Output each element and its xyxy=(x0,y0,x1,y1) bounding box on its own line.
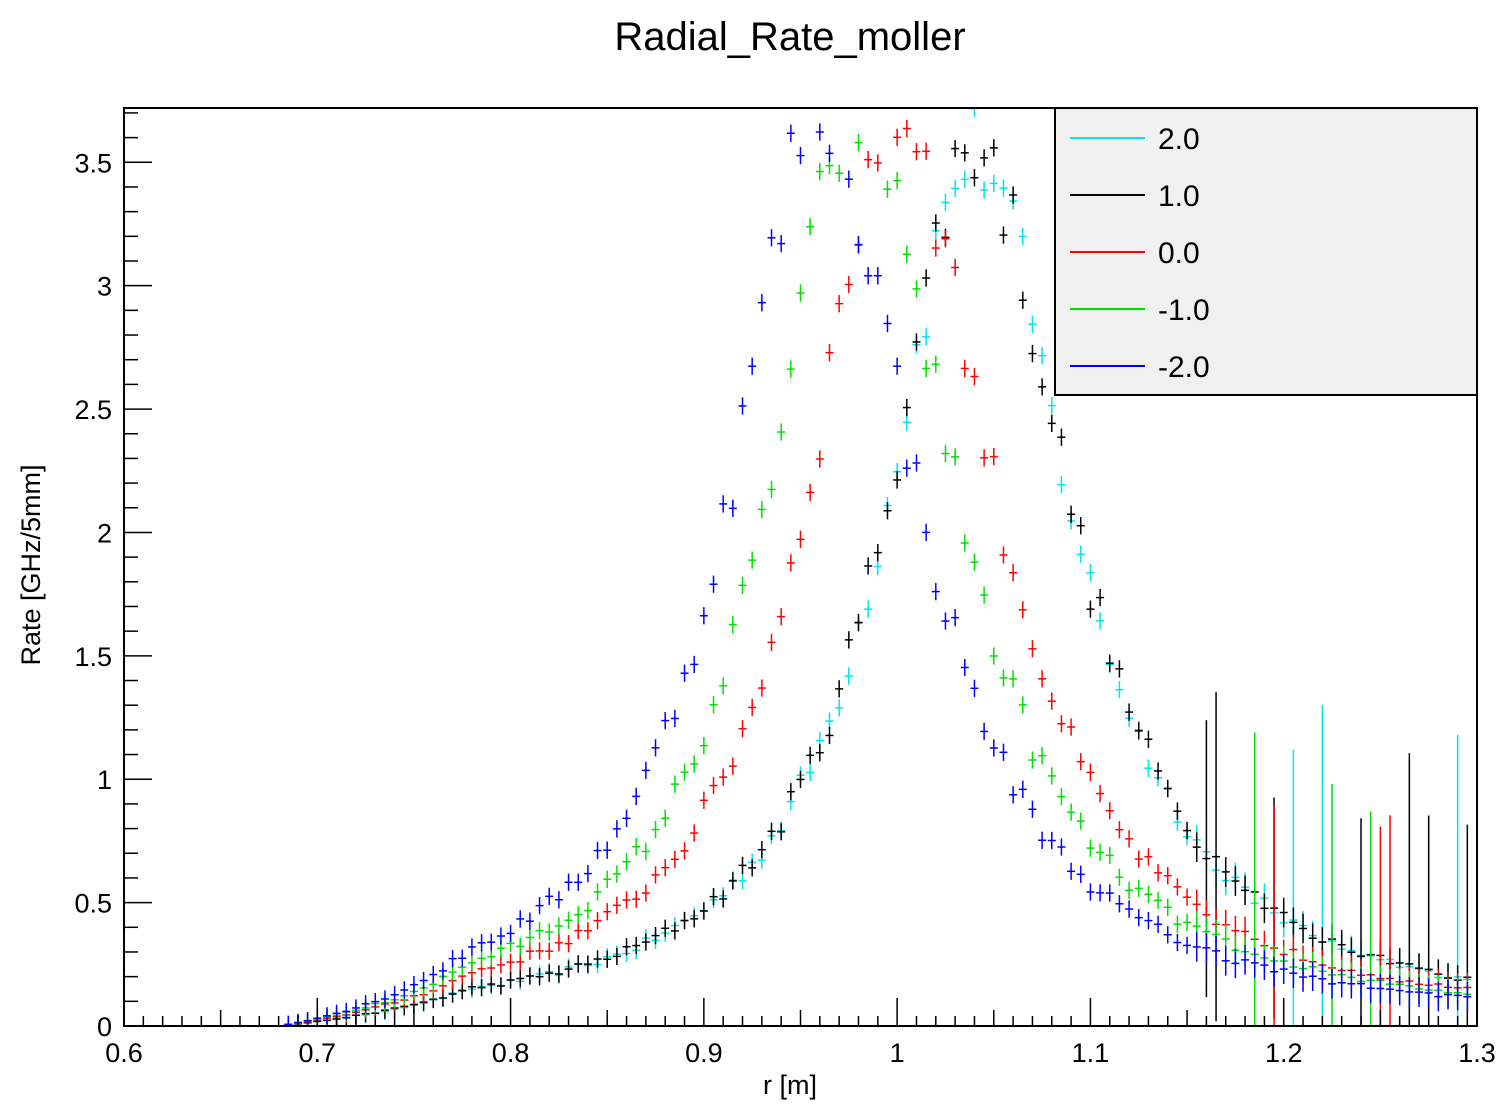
x-axis-ticks: 0.6 0.7 0.8 0.9 1 1.1 1.2 1.3 xyxy=(105,998,1496,1068)
y-tick-label: 0.5 xyxy=(74,889,112,919)
data-points xyxy=(284,107,1472,1026)
legend-label: -1.0 xyxy=(1158,294,1210,327)
y-tick-label: 0 xyxy=(97,1012,112,1042)
y-tick-label: 1 xyxy=(97,765,112,795)
x-tick-label: 0.7 xyxy=(299,1038,337,1068)
y-tick-label: 3.5 xyxy=(74,148,112,178)
x-tick-label: 1 xyxy=(890,1038,905,1068)
x-axis-label: r [m] xyxy=(763,1070,817,1100)
y-tick-label: 3 xyxy=(97,272,112,302)
y-tick-label: 2.5 xyxy=(74,395,112,425)
legend-label: 1.0 xyxy=(1158,180,1200,213)
y-tick-label: 1.5 xyxy=(74,642,112,672)
x-tick-label: 0.9 xyxy=(685,1038,723,1068)
y-tick-label: 2 xyxy=(97,518,112,548)
x-tick-label: 1.2 xyxy=(1265,1038,1303,1068)
y-axis-ticks: 0 0.5 1 1.5 2 2.5 3 3.5 xyxy=(74,112,152,1042)
x-tick-label: 0.8 xyxy=(492,1038,530,1068)
chart-title: Radial_Rate_moller xyxy=(614,15,965,59)
legend-label: 2.0 xyxy=(1158,123,1200,156)
legend: 2.0 1.0 0.0 -1.0 -2.0 xyxy=(1054,107,1478,396)
x-tick-label: 1.3 xyxy=(1458,1038,1496,1068)
legend-label: -2.0 xyxy=(1158,351,1210,384)
series--2.0 xyxy=(284,123,1472,1026)
legend-label: 0.0 xyxy=(1158,237,1200,270)
x-tick-label: 0.6 xyxy=(105,1038,143,1068)
y-axis-label: Rate [GHz/5mm] xyxy=(16,464,46,665)
x-tick-label: 1.1 xyxy=(1072,1038,1110,1068)
